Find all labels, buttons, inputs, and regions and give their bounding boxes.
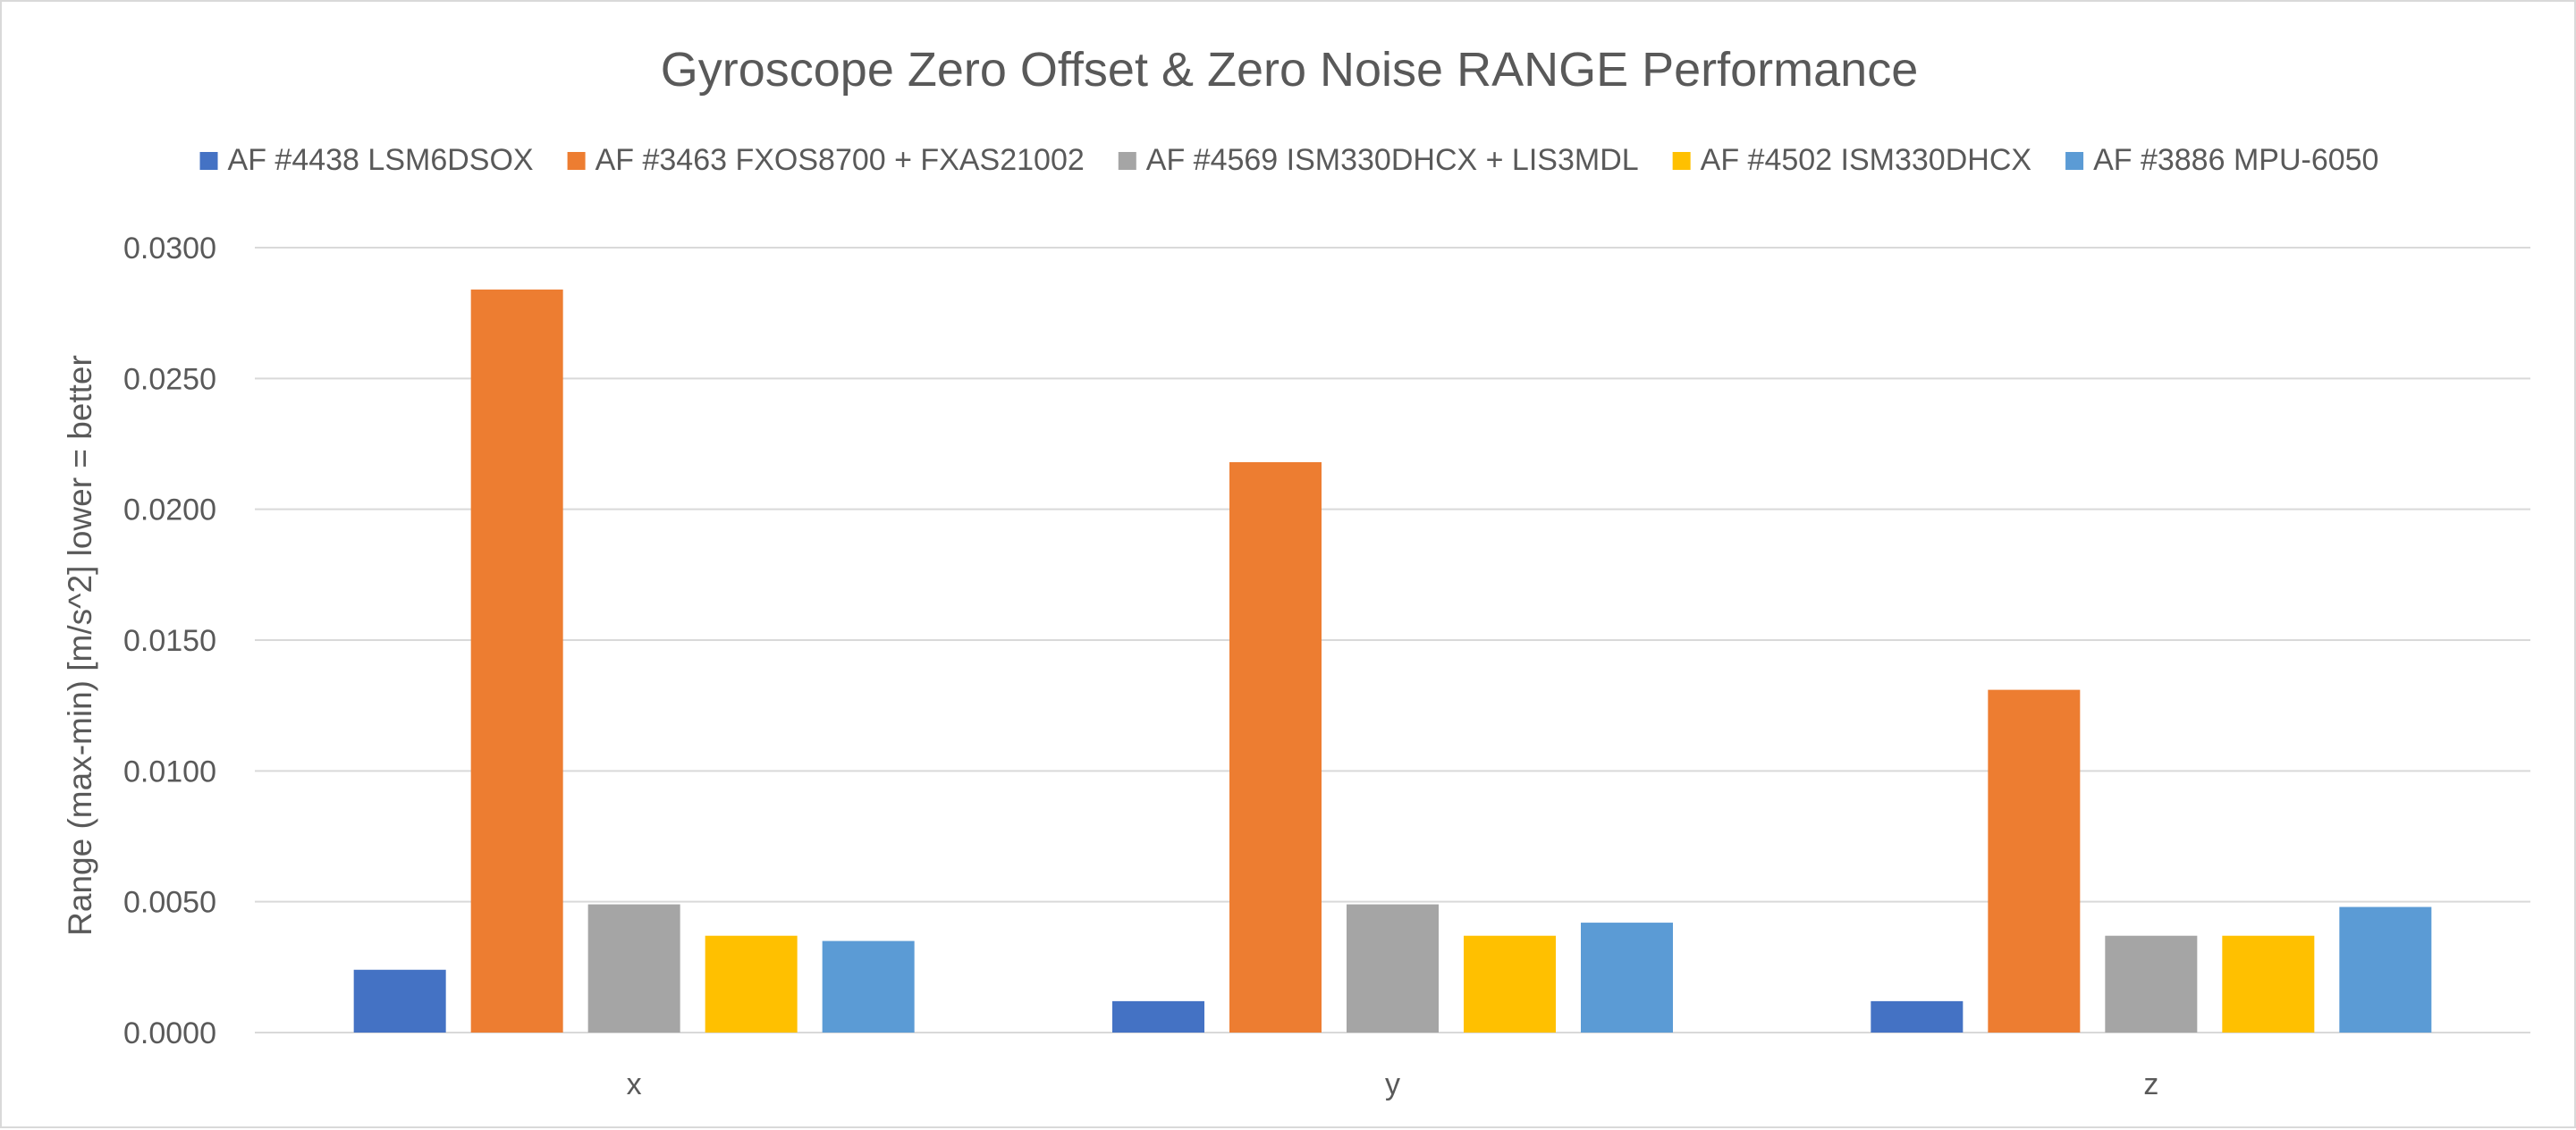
bar-x-series-2	[470, 289, 563, 1033]
bar-x-series-3	[587, 904, 680, 1033]
y-axis-title: Range (max-min) [m/s^2] lower = better	[62, 355, 98, 936]
bar-z-series-4	[2222, 935, 2315, 1033]
legend-label: AF #4438 LSM6DSOX	[228, 143, 534, 177]
chart-title: Gyroscope Zero Offset & Zero Noise RANGE…	[661, 43, 1919, 97]
bar-y-series-3	[1347, 904, 1439, 1033]
x-category-label: x	[627, 1067, 642, 1101]
y-tick-label: 0.0000	[123, 1016, 216, 1050]
legend-swatch	[1118, 152, 1136, 170]
bar-z-series-3	[2105, 935, 2198, 1033]
legend-item: AF #4502 ISM330DHCX	[1672, 143, 2031, 177]
bars	[353, 289, 2432, 1033]
bar-y-series-2	[1229, 461, 1322, 1033]
bar-y-series-4	[1464, 935, 1556, 1033]
legend-label: AF #3463 FXOS8700 + FXAS21002	[595, 143, 1085, 177]
bar-y-series-5	[1581, 923, 1673, 1033]
y-tick-label: 0.0250	[123, 362, 216, 396]
legend-item: AF #4438 LSM6DSOX	[199, 143, 534, 177]
x-category-label: z	[2143, 1067, 2158, 1101]
y-tick-label: 0.0300	[123, 232, 216, 266]
x-axis-ticks: x y z	[627, 1067, 2159, 1101]
y-tick-label: 0.0150	[123, 624, 216, 658]
legend-label: AF #4569 ISM330DHCX + LIS3MDL	[1146, 143, 1639, 177]
bar-z-series-2	[1988, 689, 2081, 1033]
legend-item: AF #3463 FXOS8700 + FXAS21002	[567, 143, 1085, 177]
bar-z-series-1	[1871, 1000, 1964, 1033]
bar-x-series-1	[353, 969, 446, 1033]
legend-swatch	[199, 152, 218, 170]
bar-y-series-1	[1112, 1000, 1204, 1033]
y-tick-label: 0.0100	[123, 755, 216, 788]
y-tick-label: 0.0200	[123, 493, 216, 527]
gridlines	[255, 247, 2530, 1033]
legend-swatch	[1672, 152, 1691, 170]
legend-swatch	[2065, 152, 2084, 170]
legend-label: AF #4502 ISM330DHCX	[1701, 143, 2031, 177]
legend-item: AF #4569 ISM330DHCX + LIS3MDL	[1118, 143, 1639, 177]
x-category-label: y	[1385, 1067, 1400, 1101]
y-axis-ticks: 0.0000 0.0050 0.0100 0.0150 0.0200 0.0250 0.03…	[123, 232, 216, 1050]
legend-swatch	[567, 152, 586, 170]
bar-x-series-5	[822, 940, 915, 1033]
bar-z-series-5	[2339, 907, 2432, 1033]
legend: AF #4438 LSM6DSOX AF #3463 FXOS8700 + FXA…	[199, 143, 2378, 177]
legend-label: AF #3886 MPU-6050	[2093, 143, 2378, 177]
bar-x-series-4	[705, 935, 798, 1033]
legend-item: AF #3886 MPU-6050	[2065, 143, 2378, 177]
y-tick-label: 0.0050	[123, 886, 216, 920]
